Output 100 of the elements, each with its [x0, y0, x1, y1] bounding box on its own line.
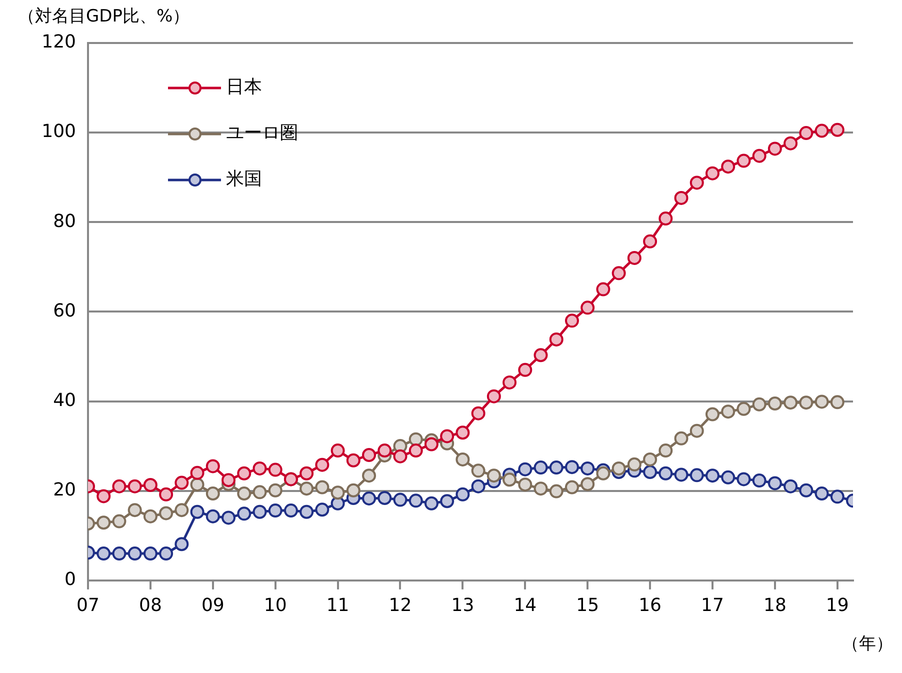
x-tick-label: 14	[514, 594, 537, 616]
point	[502, 375, 517, 390]
point	[96, 516, 111, 530]
point	[612, 266, 626, 280]
point	[705, 468, 720, 483]
x-tick-label: 18	[763, 594, 786, 616]
point	[658, 466, 673, 480]
point	[643, 465, 658, 480]
point	[159, 546, 174, 561]
point	[252, 504, 267, 519]
point	[627, 457, 642, 472]
point	[705, 407, 720, 422]
point	[206, 459, 220, 474]
x-tick-label: 07	[76, 594, 100, 616]
point	[768, 396, 782, 411]
point	[252, 461, 267, 476]
point	[362, 448, 376, 462]
point	[440, 429, 454, 444]
point	[378, 444, 392, 458]
point	[564, 480, 579, 494]
point	[580, 461, 595, 476]
x-tick-label: 09	[201, 594, 224, 616]
x-tick-label: 12	[388, 594, 412, 616]
point	[518, 462, 532, 476]
point	[674, 431, 688, 446]
y-tick-label: 120	[42, 32, 76, 53]
point	[393, 492, 408, 507]
point	[174, 503, 189, 518]
point	[362, 491, 376, 506]
point	[362, 468, 376, 483]
point	[112, 479, 126, 494]
point	[736, 402, 751, 416]
x-tick-label: 13	[451, 594, 474, 616]
point	[596, 282, 610, 296]
point	[784, 136, 798, 150]
point	[440, 494, 454, 508]
legend-label: 米国	[226, 168, 262, 190]
point	[580, 300, 595, 315]
point	[408, 432, 423, 446]
point	[752, 148, 766, 163]
point	[96, 546, 111, 561]
point	[237, 506, 252, 521]
point	[408, 444, 423, 458]
point	[190, 466, 204, 480]
point	[456, 487, 470, 502]
point	[580, 477, 595, 492]
point	[112, 546, 126, 561]
point	[268, 462, 282, 477]
point	[96, 489, 111, 504]
y-tick-label: 0	[64, 569, 76, 590]
point	[549, 332, 564, 346]
point	[814, 394, 829, 409]
point	[330, 486, 345, 500]
point	[315, 480, 330, 494]
point	[549, 460, 564, 475]
point	[736, 472, 751, 486]
x-tick-label: 08	[138, 594, 162, 616]
point	[315, 458, 330, 472]
point	[471, 479, 486, 494]
x-tick-label: 10	[264, 594, 287, 616]
point	[799, 126, 814, 140]
y-tick-label: 80	[53, 210, 76, 232]
point	[814, 486, 829, 501]
point	[300, 482, 314, 496]
point	[190, 478, 204, 492]
y-tick-label: 40	[53, 390, 76, 411]
point	[128, 546, 142, 561]
point	[721, 470, 736, 484]
y-axis-title: （対名目GDP比、%）	[18, 6, 190, 26]
point	[174, 537, 189, 552]
point	[143, 509, 158, 524]
point	[736, 154, 751, 168]
point	[486, 468, 501, 483]
y-tick-label: 20	[53, 480, 76, 501]
point	[768, 142, 782, 156]
point	[128, 503, 142, 518]
x-tick-label: 19	[826, 594, 849, 616]
point	[237, 466, 252, 480]
point	[627, 250, 642, 265]
point	[705, 166, 720, 180]
point	[518, 478, 532, 492]
point	[721, 404, 736, 419]
point	[237, 486, 252, 501]
point	[814, 124, 829, 138]
legend-label: 日本	[226, 76, 262, 98]
y-tick-label: 60	[53, 300, 76, 322]
point	[112, 514, 126, 528]
point	[486, 389, 501, 404]
point	[456, 426, 470, 440]
point	[534, 482, 548, 496]
point	[674, 190, 688, 205]
point	[300, 504, 314, 519]
point	[534, 460, 548, 475]
point	[206, 509, 220, 524]
point	[408, 494, 423, 508]
point	[612, 461, 626, 476]
point	[268, 483, 282, 498]
point	[268, 504, 282, 518]
point	[300, 466, 314, 480]
point	[424, 496, 438, 510]
